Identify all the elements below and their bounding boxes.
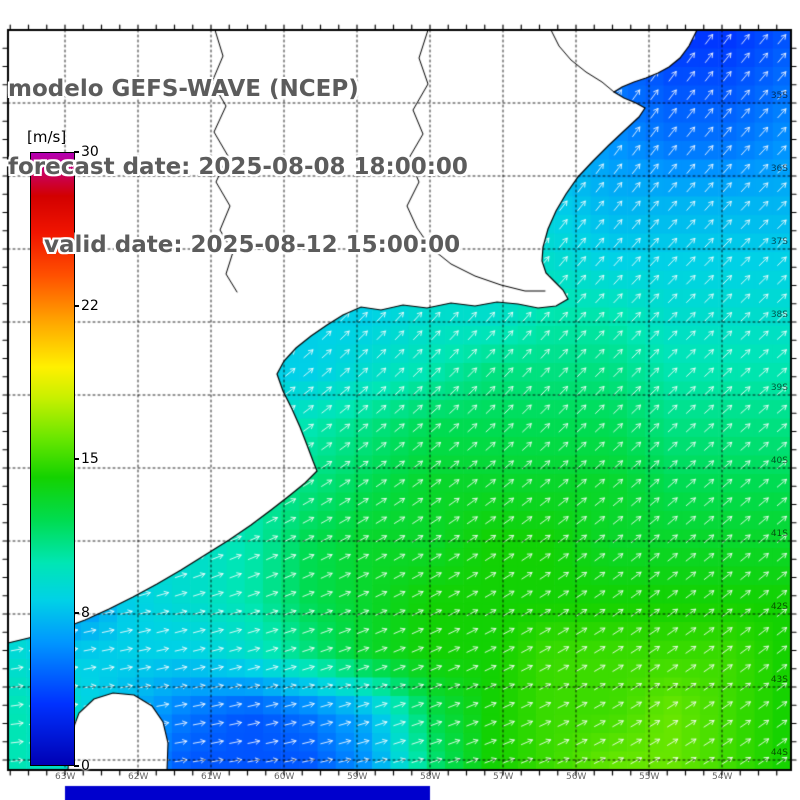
valid-date-line: valid date: 2025-08-12 15:00:00 (44, 232, 461, 258)
forecast-date-line: forecast date: 2025-08-08 18:00:00 (8, 154, 468, 180)
map-header: modelo GEFS-WAVE (NCEP) forecast date: 2… (8, 24, 468, 310)
model-title: modelo GEFS-WAVE (NCEP) (8, 76, 359, 102)
